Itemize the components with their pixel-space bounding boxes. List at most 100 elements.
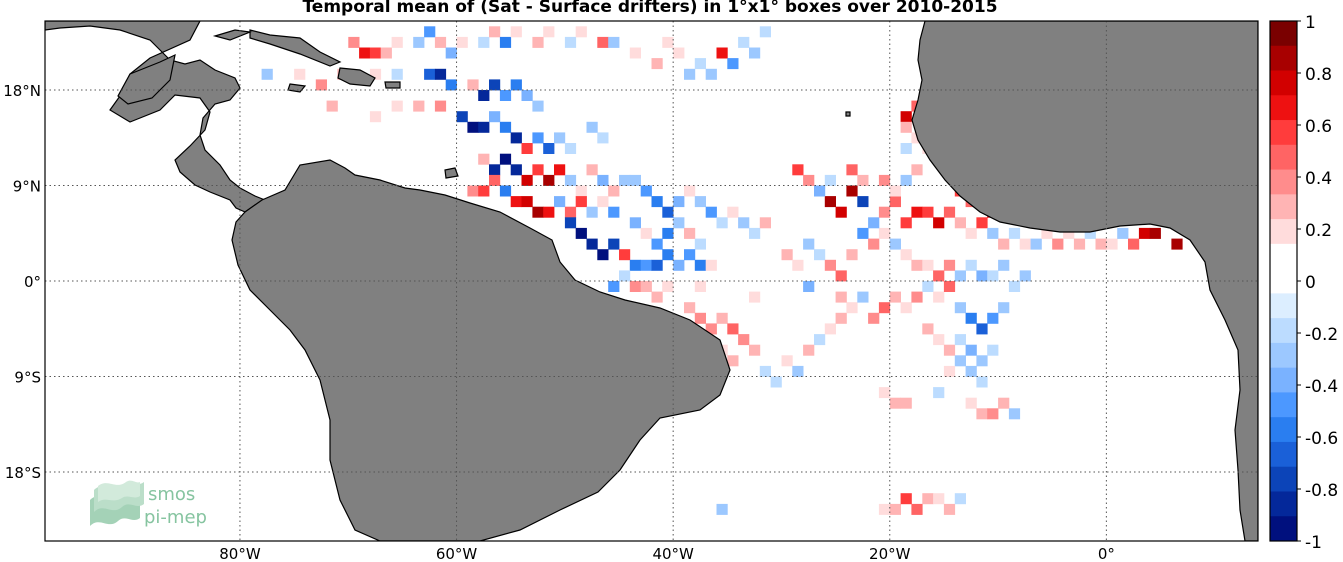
grid-cell [878, 387, 891, 399]
grid-cell [900, 111, 912, 123]
grid-cell [911, 259, 923, 271]
grid-cell [911, 206, 923, 218]
grid-cell [965, 397, 977, 409]
grid-cell [391, 68, 403, 80]
grid-cell [954, 493, 966, 505]
grid-cell [662, 206, 674, 218]
grid-cell [575, 26, 587, 38]
map-title: Temporal mean of (Sat - Surface drifters… [302, 0, 998, 17]
grid-cell [846, 164, 858, 176]
grid-cell [954, 302, 966, 314]
grid-cell [1008, 227, 1021, 239]
grid-cell [835, 270, 847, 282]
land-jamaica [287, 83, 307, 93]
grid-cell [413, 100, 425, 112]
grid-cell [1149, 227, 1161, 239]
grid-cell [489, 79, 501, 91]
colorbar-swatch [1270, 392, 1297, 418]
grid-cell [727, 323, 739, 335]
grid-cell [684, 185, 696, 197]
grid-cell [705, 323, 717, 335]
grid-cell [532, 206, 544, 218]
grid-cell [846, 185, 858, 197]
grid-cell [499, 153, 512, 165]
grid-cell [889, 397, 901, 409]
colorbar-swatch [1270, 367, 1297, 393]
grid-cell [554, 164, 566, 176]
grid-cell [976, 270, 988, 282]
grid-cell [803, 238, 815, 250]
grid-cell [900, 174, 912, 186]
grid-cell [878, 503, 891, 515]
grid-cell [878, 174, 891, 186]
grid-cell [619, 270, 631, 282]
grid-cell [965, 227, 977, 239]
salinity-difference-cells [261, 26, 1183, 515]
grid-cell [976, 355, 988, 367]
grid-cell [532, 100, 544, 112]
colorbar-swatch [1270, 466, 1297, 492]
grid-cell [1019, 238, 1031, 250]
grid-cell [943, 365, 956, 377]
colorbar-swatch [1270, 441, 1297, 468]
grid-cell [1073, 238, 1086, 250]
grid-cell [478, 153, 490, 165]
grid-cell [629, 217, 641, 229]
grid-cell [564, 206, 577, 218]
grid-cell [933, 387, 945, 399]
grid-cell [510, 26, 522, 38]
grid-cell [1052, 238, 1064, 250]
grid-cell [608, 281, 620, 292]
grid-cell [564, 217, 577, 229]
grid-cell [738, 36, 750, 48]
grid-cell [619, 174, 631, 186]
grid-cell [597, 249, 609, 261]
grid-cell [922, 493, 934, 505]
grid-cell [694, 281, 706, 292]
grid-cell [770, 376, 782, 388]
grid-cell [814, 334, 826, 346]
grid-cell [434, 36, 447, 48]
logo-line2: pi-mep [144, 507, 207, 528]
grid-cell [684, 302, 696, 314]
grid-cell [510, 164, 522, 176]
grid-cell [521, 143, 533, 154]
grid-cell [759, 217, 771, 229]
grid-cell [629, 174, 641, 186]
grid-cell [889, 196, 901, 208]
grid-cell [359, 47, 371, 59]
grid-cell [749, 344, 761, 356]
grid-cell [1106, 238, 1118, 250]
grid-cell [684, 249, 696, 261]
grid-cell [369, 47, 382, 59]
colorbar-label: 0.8 [1305, 65, 1332, 85]
colorbar-swatch [1270, 219, 1297, 245]
grid-cell [608, 238, 620, 250]
lon-label: 20°W [869, 545, 911, 562]
grid-cell [824, 174, 836, 186]
grid-cell [673, 47, 685, 59]
grid-cell [716, 312, 728, 324]
grid-cell [532, 164, 544, 176]
grid-cell [911, 503, 923, 515]
grid-cell [1138, 227, 1151, 239]
grid-cell [586, 121, 598, 133]
grid-cell [684, 227, 696, 239]
grid-cell [694, 312, 706, 324]
grid-cell [759, 365, 771, 377]
colorbar-label: -0.4 [1305, 377, 1338, 397]
grid-cell [499, 90, 512, 101]
grid-cell [738, 217, 750, 229]
grid-cell [824, 196, 836, 208]
grid-cell [489, 111, 501, 123]
grid-cell [1008, 408, 1021, 420]
grid-cell [943, 206, 956, 218]
grid-cell [803, 281, 815, 292]
colorbar-swatch [1270, 70, 1297, 96]
grid-cell [900, 397, 912, 409]
colorbar-swatch [1270, 169, 1297, 195]
grid-cell [662, 281, 674, 292]
grid-cell [1117, 227, 1129, 239]
grid-cell [835, 206, 847, 218]
grid-cell [705, 259, 717, 271]
